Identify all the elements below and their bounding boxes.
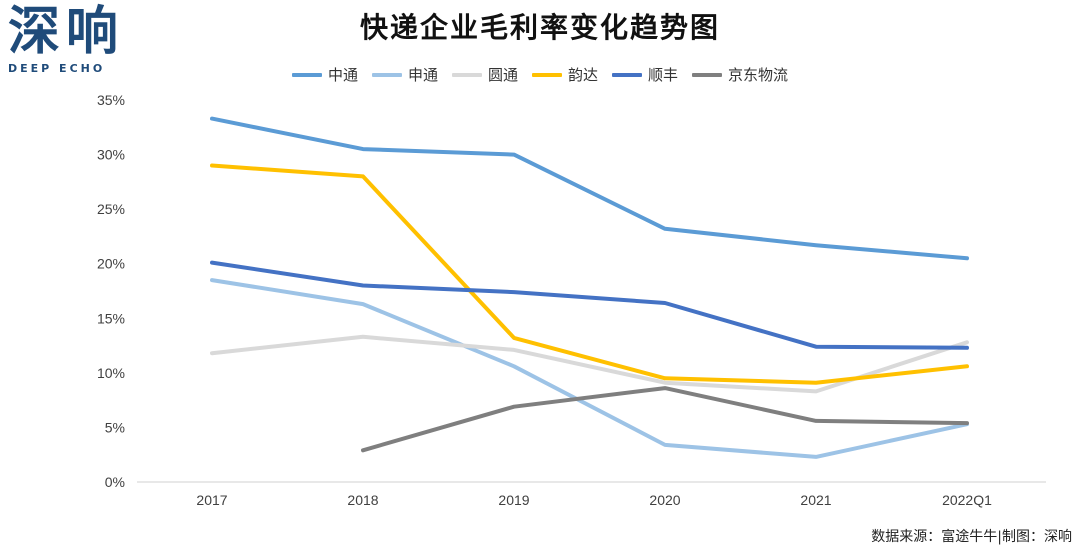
legend-label: 顺丰 <box>648 66 679 84</box>
logo-mark: 深响 <box>8 1 125 62</box>
y-tick-label: 0% <box>105 474 125 490</box>
chart-legend: 中通 申通 圆通 韵达 顺丰 京东物流 <box>0 64 1080 85</box>
legend-item: 申通 <box>371 64 438 85</box>
series-line-5 <box>361 386 969 453</box>
x-tick-label: 2022Q1 <box>942 492 992 508</box>
y-tick-label: 5% <box>105 419 125 435</box>
chart-title: 快递企业毛利率变化趋势图 <box>359 11 720 44</box>
legend-item: 中通 <box>291 64 358 85</box>
legend-label: 京东物流 <box>728 66 789 84</box>
y-tick-label: 30% <box>97 147 125 163</box>
legend-label: 申通 <box>407 66 438 84</box>
x-tick-label: 2020 <box>649 492 680 508</box>
logo-text: DEEP ECHO <box>8 62 106 75</box>
series-line-3 <box>210 163 969 385</box>
series-line-1 <box>210 278 969 459</box>
legend-item: 韵达 <box>532 64 598 85</box>
legend-swatch <box>291 72 322 77</box>
legend-item: 圆通 <box>451 64 518 85</box>
legend-item: 顺丰 <box>612 64 678 85</box>
x-tick-label: 2018 <box>347 492 378 508</box>
legend-swatch <box>612 72 643 77</box>
source-note: 数据来源：富途牛牛|制图：深响 <box>871 529 1072 545</box>
y-tick-label: 10% <box>97 365 125 381</box>
x-tick-label: 2019 <box>498 492 529 508</box>
legend-label: 韵达 <box>568 66 599 84</box>
legend-swatch <box>692 72 723 77</box>
legend-swatch <box>451 72 482 77</box>
series-line-4 <box>210 260 969 350</box>
logo: 深响 DEEP ECHO <box>8 1 140 76</box>
y-tick-label: 20% <box>97 256 125 272</box>
y-tick-label: 25% <box>97 201 125 217</box>
legend-label: 中通 <box>327 66 358 84</box>
y-tick-label: 15% <box>97 310 125 326</box>
series-line-2 <box>210 334 969 394</box>
series-line-0 <box>210 116 969 261</box>
legend-label: 圆通 <box>487 66 518 84</box>
legend-swatch <box>532 72 562 77</box>
y-tick-label: 35% <box>97 92 125 108</box>
x-tick-label: 2017 <box>196 492 227 508</box>
legend-swatch <box>371 72 402 77</box>
x-tick-label: 2021 <box>800 492 831 508</box>
legend-item: 京东物流 <box>692 64 788 85</box>
